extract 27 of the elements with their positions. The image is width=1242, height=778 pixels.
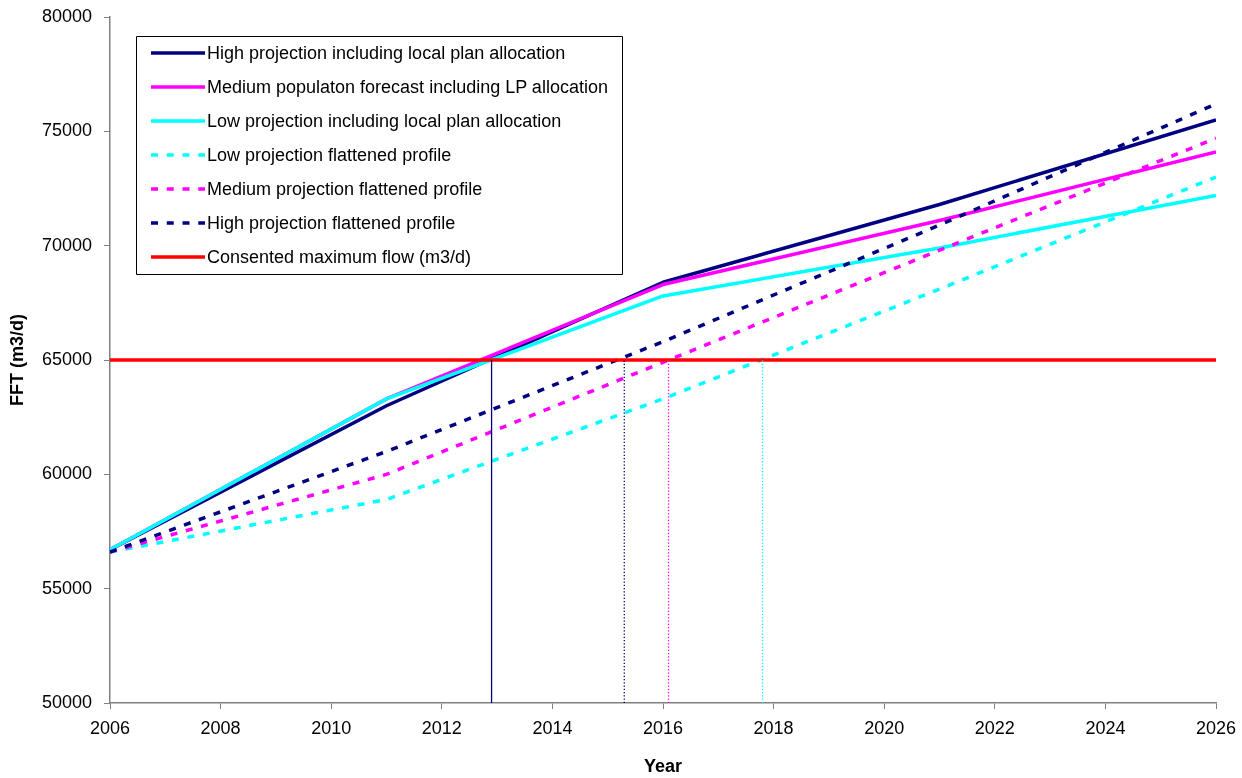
y-tick-label: 70000 <box>41 234 92 255</box>
x-tick-label: 2012 <box>421 717 462 738</box>
x-tick-label: 2014 <box>532 717 573 738</box>
legend-label: Medium projection flattened profile <box>207 178 483 199</box>
x-tick-label: 2008 <box>200 717 241 738</box>
x-tick-label: 2006 <box>89 717 131 738</box>
y-tick-label: 60000 <box>41 463 92 484</box>
legend-label: Medium populaton forecast including LP allocation <box>207 76 608 97</box>
x-tick-label: 2010 <box>311 717 352 738</box>
legend-label: Consented maximum flow (m3/d) <box>207 246 472 267</box>
y-axis-title: FFT (m3/d) <box>6 314 27 406</box>
legend-label: Low projection flattened profile <box>207 144 452 165</box>
y-tick-label: 50000 <box>41 691 92 712</box>
y-tick-label: 80000 <box>41 5 92 26</box>
x-tick-label: 2026 <box>1195 717 1237 738</box>
x-tick-label: 2024 <box>1085 717 1126 738</box>
legend-label: High projection flattened profile <box>207 212 456 233</box>
legend-label: Low projection including local plan allocation <box>207 110 562 131</box>
legend-label: High projection including local plan allocation <box>207 42 566 63</box>
y-tick-label: 65000 <box>41 348 92 369</box>
x-axis-title: Year <box>643 756 683 777</box>
x-tick-label: 2022 <box>974 717 1015 738</box>
x-tick-label: 2020 <box>864 717 905 738</box>
x-tick-label: 2018 <box>753 717 794 738</box>
y-tick-label: 75000 <box>41 120 92 141</box>
x-tick-label: 2016 <box>642 717 684 738</box>
y-tick-label: 55000 <box>41 577 92 598</box>
